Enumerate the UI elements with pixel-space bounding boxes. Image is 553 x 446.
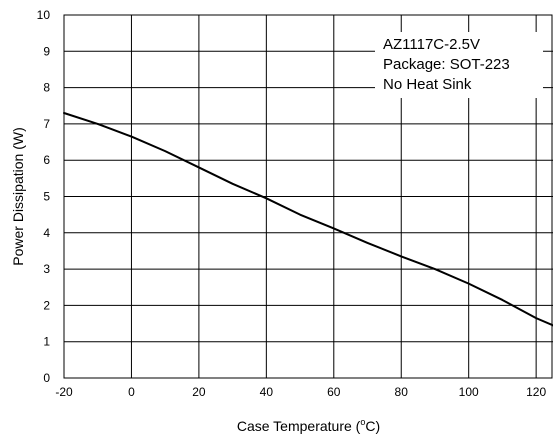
y-tick-label: 4 — [43, 226, 50, 240]
series-line-0 — [63, 112, 553, 327]
y-tick-label: 1 — [43, 335, 50, 349]
x-axis-label-prefix: Case Temperature ( — [237, 418, 361, 434]
x-tick-label: -20 — [55, 385, 73, 399]
x-axis-label: Case Temperature (oC) — [237, 417, 380, 434]
x-tick-label: 40 — [260, 385, 274, 399]
annotation-line: AZ1117C-2.5V — [383, 36, 480, 53]
x-axis-label-superscript: o — [360, 417, 365, 427]
x-tick-labels: -20 0 20 40 60 80 100 120 — [55, 385, 546, 399]
annotation-text: AZ1117C-2.5V Package: SOT-223 No Heat Sink — [383, 36, 510, 93]
annotation-box-layer — [375, 32, 543, 98]
x-axis-label-suffix: C) — [365, 418, 380, 434]
x-tick-label: 60 — [327, 385, 341, 399]
annotation-background — [375, 32, 543, 98]
y-tick-label: 5 — [43, 190, 50, 204]
plot-frame — [63, 14, 553, 379]
x-tick-label: 120 — [526, 385, 546, 399]
x-tick-label: 100 — [459, 385, 479, 399]
y-tick-label: 2 — [43, 298, 50, 312]
y-tick-label: 7 — [43, 117, 50, 131]
y-tick-label: 6 — [43, 153, 50, 167]
x-tick-label: 20 — [192, 385, 206, 399]
y-axis-label: Power Dissipation (W) — [10, 127, 26, 265]
x-tick-label: 0 — [128, 385, 135, 399]
y-tick-label: 3 — [43, 262, 50, 276]
y-tick-label: 0 — [43, 371, 50, 385]
y-tick-labels: 0 1 2 3 4 5 6 7 8 9 10 — [37, 8, 51, 385]
y-tick-label: 10 — [37, 8, 51, 22]
series-layer — [63, 112, 553, 327]
y-tick-label: 8 — [43, 81, 50, 95]
x-tick-label: 80 — [395, 385, 409, 399]
annotation-line: No Heat Sink — [383, 76, 472, 93]
y-tick-label: 9 — [43, 44, 50, 58]
annotation-line: Package: SOT-223 — [383, 56, 510, 73]
